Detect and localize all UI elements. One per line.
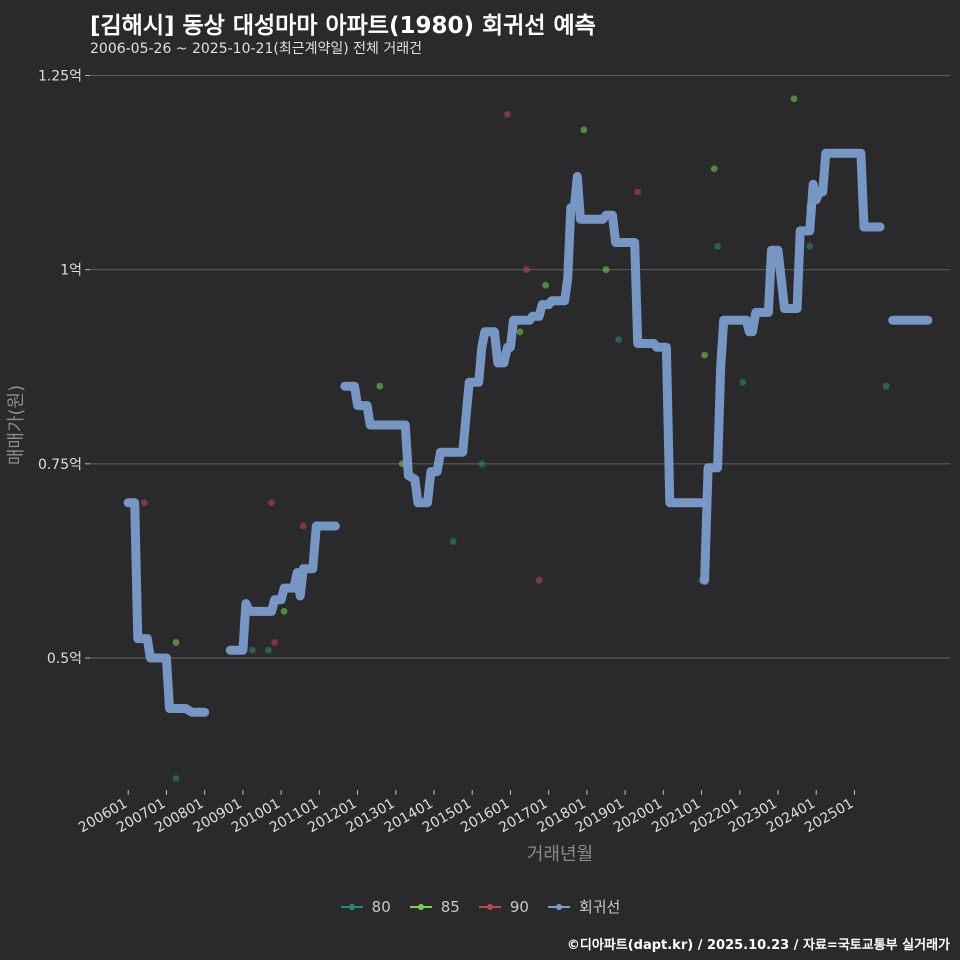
data-point-90 [634, 188, 642, 196]
data-point-80 [806, 242, 814, 250]
data-point-80 [739, 378, 747, 386]
data-point-90 [503, 110, 511, 118]
data-point-90 [535, 576, 543, 584]
source-credit: ©디아파트(dapt.kr) / 2025.10.23 / 자료=국토교통부 실… [566, 938, 950, 953]
data-point-80 [449, 538, 457, 545]
data-point-80 [714, 242, 722, 250]
legend-key-reg [547, 903, 570, 910]
data-point-80 [882, 382, 890, 390]
y-tick-label: 0.5억 [47, 651, 82, 667]
regression-line [700, 148, 885, 585]
y-tick-label: 1억 [60, 263, 82, 279]
data-point-85 [701, 351, 709, 359]
data-point-80 [172, 774, 180, 782]
data-point-80 [249, 646, 256, 654]
data-point-85 [376, 382, 384, 390]
legend-label-reg: 회귀선 [578, 898, 621, 916]
data-point-90 [140, 499, 148, 507]
legend-label-80: 80 [371, 897, 391, 916]
legend-label-90: 90 [509, 897, 529, 916]
x-axis-title: 거래년월 [527, 844, 593, 865]
data-point-90 [523, 266, 530, 274]
legend-key-80 [340, 903, 363, 910]
y-tick-label: 0.75억 [38, 457, 82, 473]
data-point-80 [478, 460, 486, 468]
data-point-90 [271, 639, 279, 646]
chart-title: [김해시] 동상 대성마마 아파트(1980) 회귀선 예측 [90, 13, 596, 39]
y-tick-label: 1.25억 [38, 69, 82, 85]
data-point-85 [172, 639, 180, 646]
data-point-80 [265, 646, 272, 654]
legend-item-80: 80 [340, 896, 391, 917]
data-point-85 [710, 165, 718, 173]
regression-line [225, 521, 340, 655]
legend-key-90 [478, 903, 501, 910]
regression-line [123, 498, 210, 717]
data-point-85 [280, 607, 288, 615]
data-point-90 [299, 522, 307, 530]
legend-item-reg: 회귀선 [547, 896, 620, 917]
legend-key-85 [409, 903, 432, 910]
data-point-85 [790, 95, 798, 103]
data-point-90 [268, 499, 275, 507]
legend-item-85: 85 [409, 896, 460, 917]
y-axis-title: 매매가(원) [6, 385, 27, 465]
data-point-85 [516, 328, 524, 336]
data-point-85 [580, 126, 588, 134]
data-point-85 [602, 266, 610, 274]
legend-label-85: 85 [440, 897, 460, 916]
chart-legend: 80 85 90 회귀선 [0, 896, 960, 917]
chart-subtitle: 2006-05-26 ~ 2025-10-21(최근계약일) 전체 거래건 [90, 41, 422, 57]
data-point-80 [615, 336, 623, 343]
legend-item-90: 90 [478, 896, 529, 917]
regression-line [340, 172, 707, 508]
data-point-85 [542, 281, 550, 289]
